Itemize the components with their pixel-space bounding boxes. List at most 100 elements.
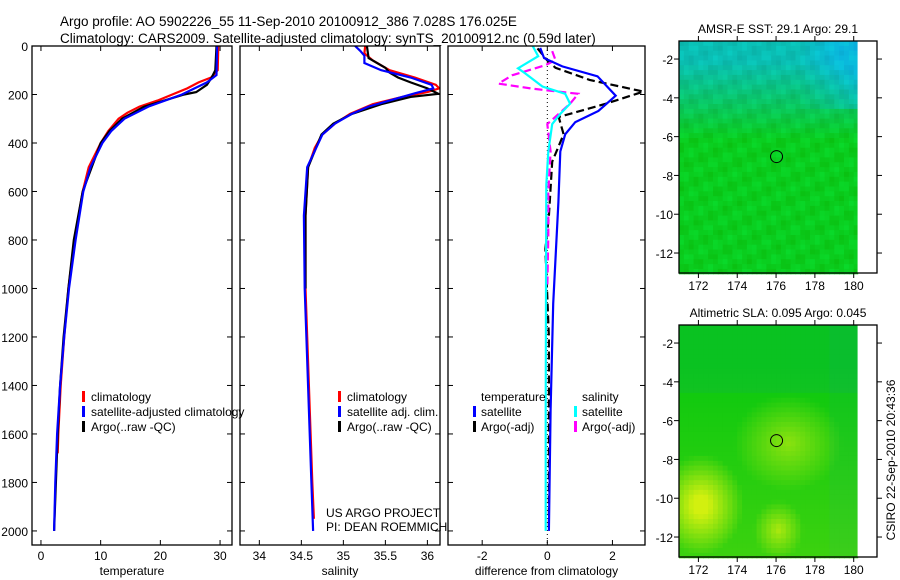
map-cell [824,363,831,370]
map-cell [839,268,845,275]
map-cell [722,113,729,120]
map-cell [829,196,835,202]
map-cell [761,89,767,95]
map-cell [683,239,690,246]
legend-label: Argo(-adj) [481,420,534,434]
map-cell [746,205,753,212]
map-cell [810,196,816,202]
map-cell [829,123,835,129]
map-cell [732,201,738,207]
map-cell [844,509,850,515]
map-cell [766,397,772,404]
map-cell [780,358,787,365]
map-cell [819,470,826,476]
map-cell [751,89,758,95]
map-cell [693,368,700,374]
map-cell [737,519,743,525]
map-cell [732,191,738,197]
map-cell [679,74,685,81]
map-cell [727,455,733,462]
map-cell [795,548,801,554]
map-cell [810,533,816,539]
map-cell [727,147,733,154]
map-cell [761,60,767,66]
map-cell [756,514,763,520]
map-cell [732,70,738,76]
map-cell [810,417,816,423]
map-cell [824,470,831,476]
map-cell [824,465,831,471]
map-cell [785,455,792,462]
map-cell [853,533,859,539]
map-cell [810,392,816,399]
map-cell [698,349,704,355]
map-cell [713,528,719,535]
map-cell [742,210,748,217]
credit-project: US ARGO PROJECT [326,506,441,520]
map-cell [693,378,700,384]
map-cell [780,446,787,452]
map-cell [708,509,714,515]
map-cell [717,50,724,57]
map-cell [848,113,855,120]
map-cell [746,157,753,163]
map-cell [790,41,797,47]
map-cell [814,368,821,374]
map-cell [834,70,840,76]
map-cell [717,349,724,355]
map-cell [713,436,719,442]
map-cell [756,70,763,76]
map-cell [819,152,826,158]
map-cell [679,259,685,265]
map-cell [766,446,772,452]
map-cell [746,378,753,384]
map-cell [713,191,719,197]
map-cell [683,514,690,520]
map-cell [717,157,724,163]
map-cell [810,113,816,120]
map-cell [810,128,816,134]
map-cell [780,329,787,336]
map-cell [713,60,719,66]
map-cell [810,249,816,255]
x-tick-label: 0 [38,549,45,563]
map-cell [717,334,724,341]
map-cell [848,89,855,95]
map-cell [761,422,767,428]
map-cell [766,133,772,139]
map-cell [839,334,845,341]
map-cell [805,373,811,379]
map-cell [732,325,738,331]
map-cell [751,523,758,530]
series-line-temperature-satellite [539,47,618,531]
map-cell [688,363,695,370]
map-cell [848,552,855,559]
map-cell [844,402,850,408]
map-cell [810,220,816,226]
map-cell [703,523,709,530]
map-cell [708,465,714,471]
map-cell [713,201,719,207]
map-cell [746,171,753,178]
map-cell [844,167,850,173]
map-cell [717,55,724,61]
map-cell [829,201,835,207]
map-cell [751,215,758,221]
map-cell [679,519,685,525]
map-cell [790,475,797,481]
map-cell [742,230,748,236]
map-cell [805,225,811,231]
map-cell [844,70,850,76]
map-cell [713,70,719,76]
map-cell [746,422,753,428]
map-cell [698,378,704,384]
map-cell [780,325,787,331]
map-cell [703,485,709,491]
map-cell [683,41,690,47]
map-cell [722,422,729,428]
map-cell [819,460,826,467]
map-cell [727,412,733,418]
map-cell [698,417,704,423]
map-cell [761,41,767,47]
map-cell [834,392,840,399]
